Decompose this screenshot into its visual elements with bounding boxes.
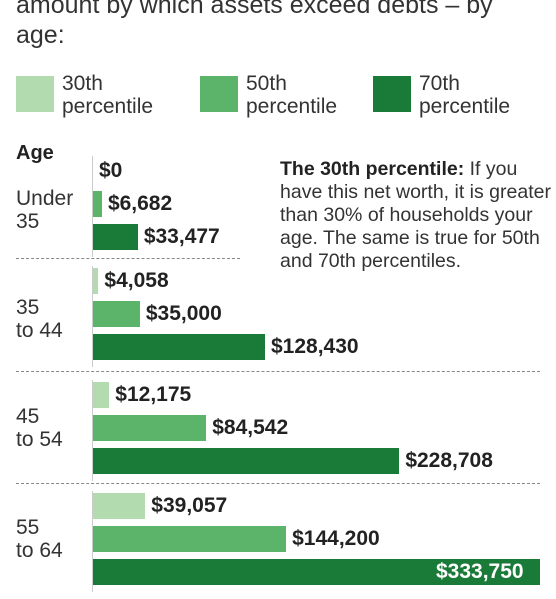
note-heading: The 30th percentile:: [280, 158, 465, 180]
bar-value-label: $228,708: [405, 449, 493, 472]
bar-value-label: $4,058: [104, 269, 169, 292]
bar-value-label: $39,057: [151, 494, 228, 517]
bar: [93, 334, 265, 360]
group-divider: [16, 371, 540, 372]
category-label: 35 to 44: [16, 296, 63, 342]
bar: [93, 224, 138, 250]
note-text: If you have this net worth, it is greate…: [280, 158, 551, 272]
category-label: 55 to 64: [16, 516, 63, 562]
chart-subtitle: amount by which assets exceed debts – by…: [16, 0, 493, 49]
bar-value-label: $333,750: [436, 560, 524, 583]
bar-value-label: $35,000: [145, 302, 222, 325]
bar-value-label: $0: [99, 159, 123, 182]
legend-label: 70th percentile: [419, 72, 511, 118]
category-label: 45 to 54: [16, 405, 63, 451]
bar: [93, 559, 540, 585]
baseline: [92, 266, 93, 367]
baseline: [92, 491, 93, 592]
bar: [93, 191, 102, 217]
legend-swatch: [373, 76, 411, 112]
bar: [93, 415, 207, 441]
baseline: [92, 156, 93, 257]
category-label: Under 35: [16, 187, 74, 233]
bar: [93, 448, 400, 474]
baseline: [92, 380, 93, 481]
group-divider: [16, 483, 540, 484]
age-axis-heading: Age: [16, 142, 54, 164]
percentile-note: The 30th percentile: If you have this ne…: [280, 158, 552, 273]
bar: [93, 301, 140, 327]
bar: [93, 526, 287, 552]
bar-value-label: $6,682: [107, 192, 173, 215]
bar-value-label: $84,542: [212, 416, 289, 439]
legend-swatch: [16, 76, 54, 112]
legend-label: 50th percentile: [246, 72, 338, 118]
bar-value-label: $12,175: [115, 383, 192, 406]
bar: [93, 268, 99, 294]
bar-value-label: $33,477: [143, 225, 220, 248]
bar: [93, 493, 146, 519]
legend-swatch: [200, 76, 238, 112]
group-divider: [16, 258, 240, 259]
bar-value-label: $144,200: [292, 527, 380, 550]
legend-label: 30th percentile: [62, 72, 154, 118]
bar-value-label: $128,430: [271, 335, 359, 358]
bar: [93, 382, 110, 408]
